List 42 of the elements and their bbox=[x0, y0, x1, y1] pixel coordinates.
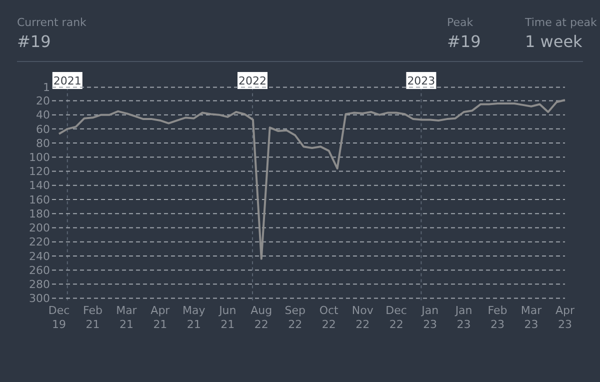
x-tick-label: Dec 19 bbox=[48, 304, 70, 331]
y-tick-label: 100 bbox=[29, 151, 50, 164]
x-tick-label: May 21 bbox=[182, 304, 206, 331]
y-tick-label: 20 bbox=[36, 94, 50, 108]
x-tick-label: Dec 22 bbox=[386, 304, 407, 331]
x-tick-label: Apr 21 bbox=[150, 304, 170, 331]
y-tick-label: 60 bbox=[36, 122, 50, 136]
y-tick-label: 280 bbox=[29, 278, 50, 292]
x-tick-label: Jan 23 bbox=[454, 304, 472, 331]
annotation: 2022 bbox=[238, 74, 266, 88]
y-tick-label: 220 bbox=[29, 236, 50, 249]
y-tick-label: 180 bbox=[29, 207, 50, 220]
x-tick-label: Apr 23 bbox=[555, 304, 575, 331]
text: Peak bbox=[447, 16, 474, 29]
text: #19 bbox=[447, 32, 481, 51]
y-tick-label: 40 bbox=[36, 108, 50, 122]
y-tick-label: 200 bbox=[29, 222, 50, 235]
x-tick-label: Oct 22 bbox=[319, 304, 340, 331]
text: #19 bbox=[17, 32, 51, 51]
y-tick-label: 120 bbox=[29, 165, 50, 178]
x-tick-label: Nov 22 bbox=[352, 304, 374, 331]
y-tick-label: 80 bbox=[36, 136, 50, 150]
text: 1 week bbox=[525, 32, 584, 51]
y-tick-label: 1 bbox=[43, 81, 50, 94]
x-tick-label: Aug 22 bbox=[250, 304, 272, 331]
x-tick-label: Mar 23 bbox=[520, 304, 542, 331]
y-tick-label: 260 bbox=[29, 264, 50, 277]
annotation: 2021 bbox=[53, 74, 82, 88]
x-tick-label: Feb 21 bbox=[82, 304, 102, 331]
text: Current rank bbox=[17, 16, 88, 29]
y-tick-label: 140 bbox=[29, 179, 50, 192]
y-tick-label: 300 bbox=[29, 292, 50, 306]
x-tick-label: Feb 23 bbox=[488, 304, 508, 331]
text: Time at peak bbox=[524, 16, 598, 29]
line-series bbox=[58, 99, 566, 260]
y-tick-label: 240 bbox=[29, 250, 50, 263]
y-tick-label: 160 bbox=[29, 193, 50, 206]
x-tick-label: Mar 21 bbox=[116, 304, 138, 331]
x-tick-label: Sep 22 bbox=[284, 304, 306, 331]
x-tick-label: Jun 21 bbox=[218, 304, 236, 331]
x-tick-label: Jan 23 bbox=[420, 304, 439, 331]
annotation: 2023 bbox=[407, 74, 436, 88]
